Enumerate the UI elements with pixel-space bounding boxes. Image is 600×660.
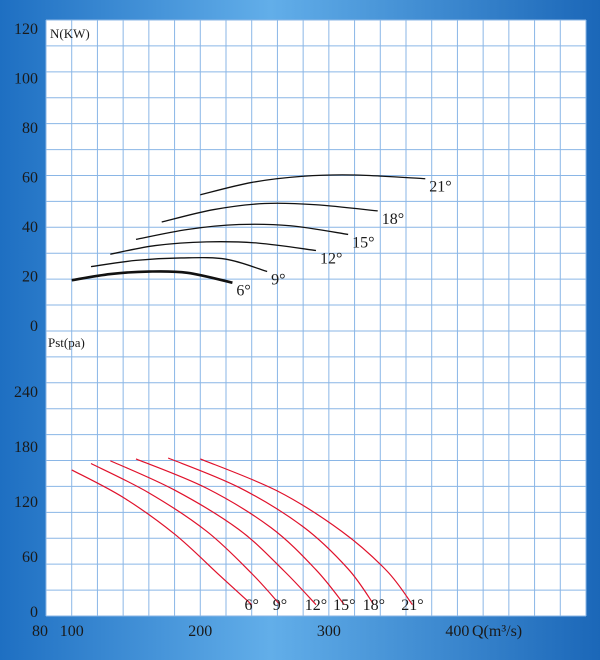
- top-y-tick-label: 0: [30, 318, 38, 335]
- bottom-y-tick-label: 0: [30, 604, 38, 621]
- pressure-curve-label: 21°: [401, 597, 423, 614]
- pressure-curve-label: 18°: [363, 597, 385, 614]
- pressure-curve-18deg: [167, 457, 375, 606]
- bottom-y-tick-label: 60: [22, 549, 38, 566]
- top-y-axis-label: N(KW): [50, 26, 90, 41]
- plot-panel: [46, 20, 586, 616]
- top-y-tick-label: 60: [22, 170, 38, 187]
- pressure-curve-label: 15°: [333, 597, 355, 614]
- power-curve-label: 18°: [382, 211, 404, 228]
- top-y-tick-label: 100: [14, 71, 38, 88]
- pressure-curve-label: 9°: [273, 597, 287, 614]
- bottom-y-tick-label: 180: [14, 439, 38, 456]
- x-tick-label: 100: [60, 623, 84, 640]
- bottom-y-tick-label: 120: [14, 494, 38, 511]
- bottom-y-tick-label: 240: [14, 384, 38, 401]
- power-curve-21deg: [200, 174, 426, 196]
- power-curve-label: 9°: [271, 272, 285, 289]
- x-tick-label: 400: [445, 623, 469, 640]
- power-curve-18deg: [161, 202, 378, 223]
- curves: [71, 174, 426, 606]
- power-curve-6deg: [71, 270, 233, 284]
- pressure-curve-9deg: [90, 462, 281, 606]
- tick-labels: 0 20 40 60 80 100 120 0 60 120 180 240 80 100 200 300 40…: [14, 21, 469, 640]
- bottom-y-axis-label: Pst(pa): [48, 335, 85, 350]
- pressure-curve-label: 12°: [305, 597, 327, 614]
- power-curve-label: 15°: [352, 234, 374, 251]
- x-tick-label: 200: [188, 623, 212, 640]
- x-tick-label: 300: [317, 623, 341, 640]
- power-curve-label: 21°: [429, 179, 451, 196]
- power-curve-label: 6°: [236, 283, 250, 300]
- pressure-curve-6deg: [71, 469, 253, 606]
- grid: [45, 19, 587, 617]
- top-y-tick-label: 120: [14, 21, 38, 38]
- top-y-tick-label: 40: [22, 219, 38, 236]
- axis-labels: N(KW) Pst(pa): [48, 26, 90, 350]
- power-curve-12deg: [110, 241, 317, 255]
- power-curve-9deg: [90, 256, 268, 273]
- top-y-tick-label: 80: [22, 120, 38, 137]
- power-curve-label: 12°: [320, 251, 342, 268]
- pressure-curve-15deg: [135, 458, 345, 606]
- curve-labels: 6° 9° 12° 15° 18° 21° 6° 9° 12° 15° 18° 21°: [236, 179, 451, 614]
- top-y-tick-label: 20: [22, 269, 38, 286]
- x-tick-label: 80: [32, 623, 48, 640]
- x-axis-label: Q(m³/s): [472, 623, 522, 640]
- pressure-curve-label: 6°: [245, 597, 259, 614]
- pressure-curve-21deg: [200, 458, 413, 606]
- power-curve-15deg: [135, 223, 349, 241]
- pressure-curve-12deg: [110, 460, 317, 606]
